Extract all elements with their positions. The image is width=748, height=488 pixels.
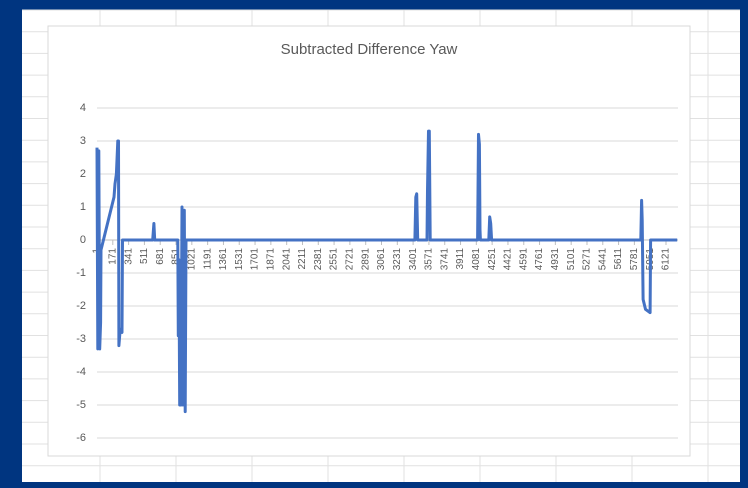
y-tick-label: 1 xyxy=(80,201,86,213)
y-tick-label: -5 xyxy=(76,399,86,411)
y-tick-label: -1 xyxy=(76,267,86,279)
x-tick-label: 3231 xyxy=(392,248,403,271)
x-tick-label: 3401 xyxy=(408,248,419,271)
x-tick-label: 4931 xyxy=(550,248,561,271)
x-tick-label: 4761 xyxy=(534,248,545,271)
x-tick-label: 511 xyxy=(139,248,150,264)
x-tick-label: 1191 xyxy=(202,248,213,270)
x-tick-label: 4251 xyxy=(487,248,498,271)
x-tick-label: 1361 xyxy=(218,248,229,271)
x-tick-label: 851 xyxy=(171,248,182,265)
x-tick-label: 5781 xyxy=(629,248,640,271)
x-tick-label: 4081 xyxy=(471,248,482,271)
x-tick-label: 2041 xyxy=(281,248,292,271)
y-tick-label: -3 xyxy=(76,333,86,345)
x-tick-label: 1871 xyxy=(266,248,277,271)
x-tick-label: 5101 xyxy=(566,248,577,271)
x-tick-label: 1021 xyxy=(186,248,197,271)
y-tick-label: 0 xyxy=(80,234,86,246)
x-tick-label: 2891 xyxy=(360,248,371,271)
x-tick-label: 4421 xyxy=(503,248,514,271)
x-tick-label: 2551 xyxy=(329,248,340,271)
x-tick-label: 1531 xyxy=(234,248,245,271)
y-tick-label: -2 xyxy=(76,300,86,312)
x-tick-label: 5271 xyxy=(582,248,593,271)
chart-title: Subtracted Difference Yaw xyxy=(281,41,458,58)
y-tick-label: 4 xyxy=(80,102,86,114)
x-tick-label: 171 xyxy=(107,248,118,265)
x-tick-label: 6121 xyxy=(661,248,672,271)
x-tick-label: 341 xyxy=(123,248,134,265)
x-tick-label: 3571 xyxy=(424,248,435,271)
y-tick-label: -6 xyxy=(76,432,86,444)
x-tick-label: 5611 xyxy=(613,248,624,270)
x-tick-label: 3061 xyxy=(376,248,387,271)
x-tick-label: 1701 xyxy=(250,248,261,271)
x-tick-label: 2381 xyxy=(313,248,324,271)
y-tick-label: 3 xyxy=(80,135,86,147)
x-tick-label: 3741 xyxy=(439,248,450,271)
x-tick-label: 681 xyxy=(155,248,166,265)
y-tick-label: -4 xyxy=(76,366,86,378)
data-line xyxy=(95,129,678,414)
y-tick-label: 2 xyxy=(80,168,86,180)
x-tick-label: 2721 xyxy=(345,248,356,271)
x-tick-label: 4591 xyxy=(518,248,529,271)
x-tick-label: 3911 xyxy=(455,248,466,270)
x-tick-label: 2211 xyxy=(297,248,308,270)
x-tick-label: 5441 xyxy=(597,248,608,271)
